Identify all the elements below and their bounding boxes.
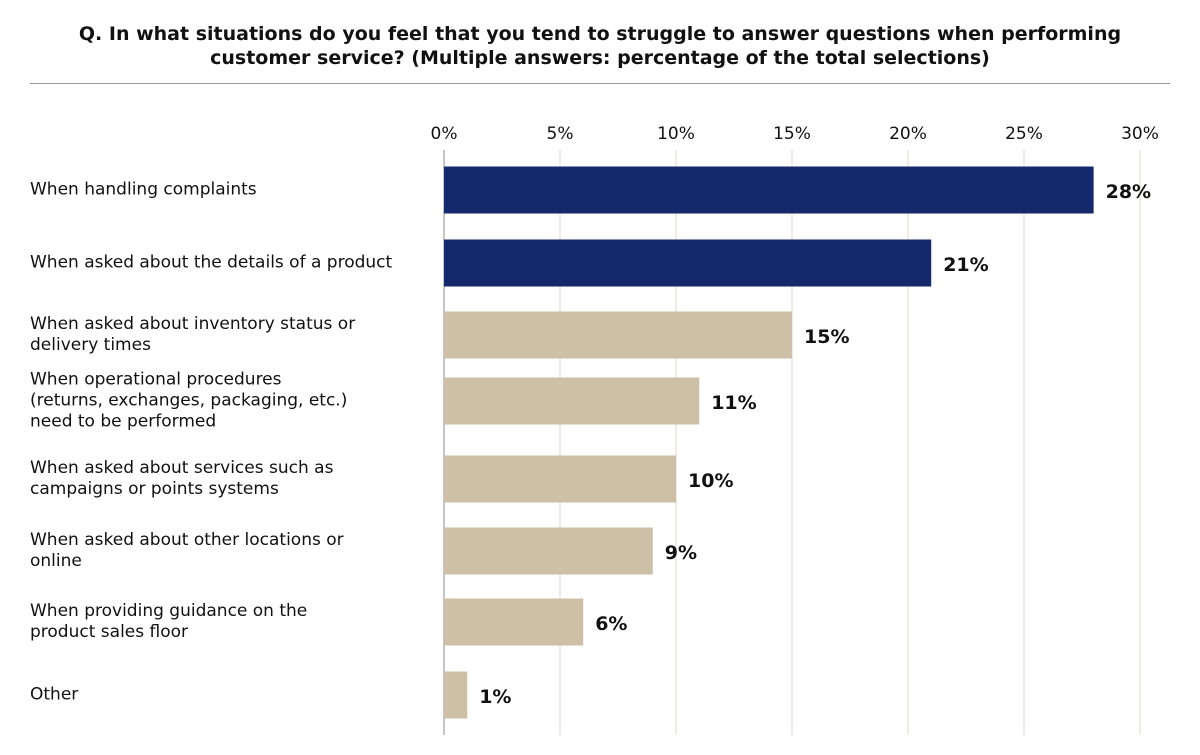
value-label: 15% [804,326,850,348]
bar [444,598,584,646]
category-label: When asked about inventory status or del… [30,314,356,355]
x-tick-label: 5% [546,124,574,144]
category-label: When asked about other locations or onli… [30,530,344,571]
x-tick-label: 0% [430,124,458,144]
bar [444,671,468,719]
value-label: 10% [688,470,734,492]
category-label: When asked about the details of a produc… [30,252,393,273]
title-rule [30,83,1170,84]
x-tick-label: 15% [773,124,811,144]
category-label: When operational procedures (returns, ex… [30,369,348,432]
bar [444,239,932,287]
bar [444,377,700,425]
category-label: When providing guidance on the product s… [30,601,308,642]
value-label: 28% [1105,181,1152,203]
category-label: When handling complaints [30,179,257,200]
bar [444,527,653,575]
x-tick-label: 30% [1121,124,1159,144]
bar [444,166,1094,214]
category-label: Other [30,684,79,705]
value-label: 1% [479,686,512,708]
bar [444,311,792,359]
value-label: 9% [664,542,698,564]
x-tick-label: 10% [657,124,695,144]
x-tick-label: 25% [1005,124,1043,144]
value-label: 21% [943,254,989,276]
bar [444,455,676,503]
value-label: 11% [711,392,757,414]
value-label: 6% [595,613,628,635]
chart-title: Q. In what situations do you feel that y… [78,23,1122,69]
category-label: When asked about services such as campai… [30,458,334,499]
x-tick-label: 20% [889,124,927,144]
